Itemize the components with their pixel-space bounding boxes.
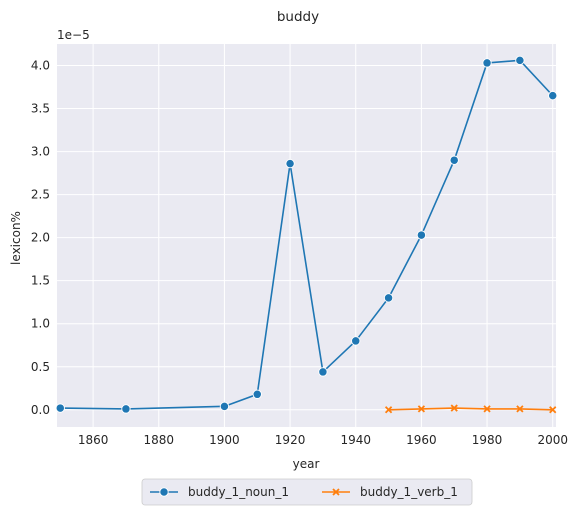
y-tick-label: 2.0: [31, 231, 50, 245]
x-tick-labels: 1860 1880 1900 1920 1940 1960 1980 2000: [78, 433, 568, 447]
data-point: [450, 404, 458, 412]
y-tick-label: 1.0: [31, 317, 50, 331]
y-tick-label: 1.5: [31, 274, 50, 288]
x-tick-label: 1880: [143, 433, 174, 447]
legend-label: buddy_1_noun_1: [188, 485, 289, 499]
data-point: [351, 336, 361, 346]
legend-marker: [332, 488, 340, 496]
y-tick-label: 2.5: [31, 188, 50, 202]
chart-title: buddy: [277, 9, 319, 25]
legend-box: [141, 478, 473, 506]
data-point: [121, 404, 131, 414]
data-point: [549, 406, 557, 414]
legend-entry: buddy_1_verb_1: [322, 485, 458, 499]
y-tick-label: 4.0: [31, 59, 50, 73]
data-point: [548, 90, 558, 101]
series-layer: [55, 55, 558, 414]
data-point: [483, 405, 491, 413]
data-point: [285, 158, 295, 169]
x-axis-label: year: [293, 457, 320, 471]
x-tick-label: 1900: [209, 433, 240, 447]
y-tick-label: 3.0: [31, 145, 50, 159]
series-line: [388, 407, 553, 411]
data-point: [55, 403, 65, 413]
data-point: [384, 406, 393, 414]
legend-entry: buddy_1_noun_1: [150, 485, 289, 499]
data-point: [252, 389, 262, 399]
x-tick-label: 1960: [406, 433, 437, 447]
legend-label: buddy_1_verb_1: [360, 485, 458, 499]
x-tick-label: 1940: [340, 433, 371, 447]
data-point: [516, 405, 524, 413]
y-multiplier-label: 1e−5: [57, 28, 90, 42]
data-point: [417, 405, 426, 413]
legend-marker: [159, 487, 169, 497]
data-point: [383, 293, 394, 303]
plot-area: [57, 44, 556, 427]
data-point: [449, 155, 459, 165]
x-tick-label: 2000: [537, 433, 568, 447]
data-point: [515, 55, 525, 66]
y-tick-label: 0.0: [31, 403, 50, 417]
series-buddy_1_verb_1: [384, 404, 557, 414]
data-point: [416, 230, 427, 240]
y-tick-labels: 0.0 0.5 1.0 1.5 2.0 2.5 3.0 3.5 4.0: [31, 59, 50, 417]
legend: buddy_1_noun_1 buddy_1_verb_1: [141, 478, 473, 506]
data-point: [318, 367, 328, 377]
x-tick-label: 1980: [472, 433, 503, 447]
y-axis-label: lexicon%: [9, 211, 23, 265]
x-tick-label: 1920: [275, 433, 306, 447]
x-tick-label: 1860: [78, 433, 109, 447]
data-point: [219, 401, 230, 411]
data-point: [482, 58, 492, 68]
y-tick-label: 0.5: [31, 360, 50, 374]
y-tick-label: 3.5: [31, 102, 50, 116]
series-buddy_1_noun_1: [55, 55, 558, 414]
